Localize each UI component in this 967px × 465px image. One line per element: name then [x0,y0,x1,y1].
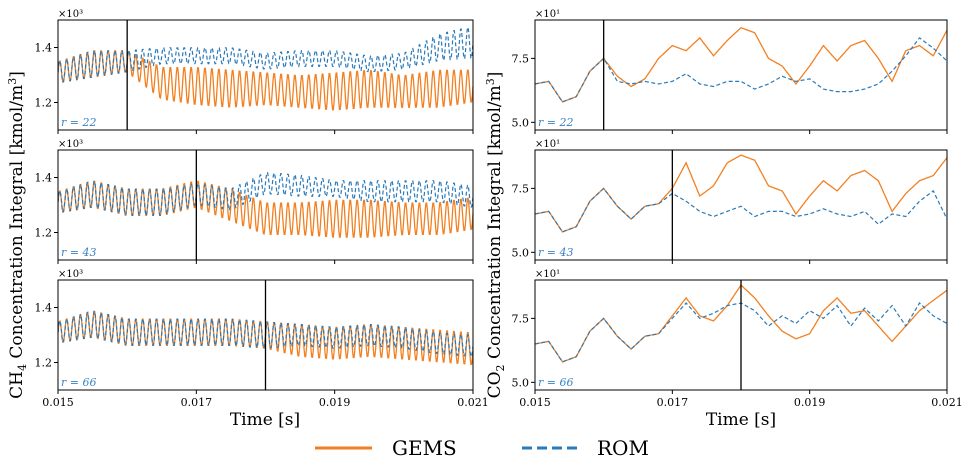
panel-0: 1.2 1.4 ×10³ r = 22 [35,9,474,134]
ytick-label: 1.4 [35,172,53,185]
ytick-label: 1.4 [35,42,53,55]
legend-rom-label: ROM [597,436,649,460]
axes-frame [534,149,948,261]
r-label: r = 43 [538,246,573,259]
xtick-label: 0.017 [657,396,689,409]
left-xlabel: Time [s] [230,410,300,430]
y-multiplier: ×10¹ [535,9,560,20]
gems-line [535,154,947,233]
xtick-label: 0.019 [319,396,351,409]
axes-frame [57,279,474,391]
xtick-label: 0.021 [457,396,489,409]
ytick-label: 5.0 [512,116,530,129]
r-label: r = 22 [538,116,573,129]
panel-1: 1.2 1.4 ×10³ r = 43 [35,139,474,264]
y-multiplier: ×10³ [58,9,83,20]
legend: GEMS ROM [315,436,649,460]
chart-panels: 1.2 1.4 ×10³ r = 22 1.2 1.4 ×10³ r = 43 1.2 1.4 0.… [35,9,963,409]
axes-frame [57,19,474,131]
y-multiplier: ×10¹ [535,139,560,150]
ytick-label: 1.2 [35,357,53,370]
r-label: r = 66 [538,376,573,389]
panel-2: 1.2 1.4 0.015 0.017 0.019 0.021 ×10³ r = 66 [35,269,489,409]
panel-3: 5.0 7.5 ×10¹ r = 22 [512,9,948,134]
ytick-label: 1.2 [35,227,53,240]
y-multiplier: ×10³ [58,269,83,280]
axes-frame [57,149,474,261]
xtick-label: 0.019 [794,396,826,409]
legend-gems-label: GEMS [392,436,457,460]
right-xlabel: Time [s] [706,410,776,430]
ytick-label: 7.5 [512,312,530,325]
left-ylabel: CH4 Concentration Integral [kmol/m3] [6,71,29,399]
axes-frame [534,19,948,131]
rom-line [535,187,947,233]
xtick-label: 0.015 [519,396,551,409]
ytick-label: 5.0 [512,376,530,389]
r-label: r = 43 [61,246,96,259]
plot-area [535,154,947,233]
xtick-label: 0.017 [181,396,213,409]
xtick-label: 0.021 [931,396,963,409]
r-label: r = 66 [61,376,96,389]
y-multiplier: ×10¹ [535,269,560,280]
xtick-label: 0.015 [42,396,74,409]
plot-area [58,171,473,238]
rom-line [58,26,473,83]
ytick-label: 1.2 [35,97,53,110]
right-ylabel: CO2 Concentration Integral [kmol/m3] [484,72,507,399]
ytick-label: 1.4 [35,302,53,315]
plot-area [535,26,947,103]
y-multiplier: ×10³ [58,139,83,150]
plot-area [58,26,473,111]
r-label: r = 22 [61,116,96,129]
panel-4: 5.0 7.5 ×10¹ r = 43 [512,139,948,264]
ytick-label: 7.5 [512,182,530,195]
ytick-label: 5.0 [512,246,530,259]
rom-line [58,171,473,216]
axes-frame [534,279,948,391]
ytick-label: 7.5 [512,52,530,65]
panel-5: 5.0 7.5 0.015 0.017 0.019 0.021 ×10¹ r = 66 [512,269,963,409]
